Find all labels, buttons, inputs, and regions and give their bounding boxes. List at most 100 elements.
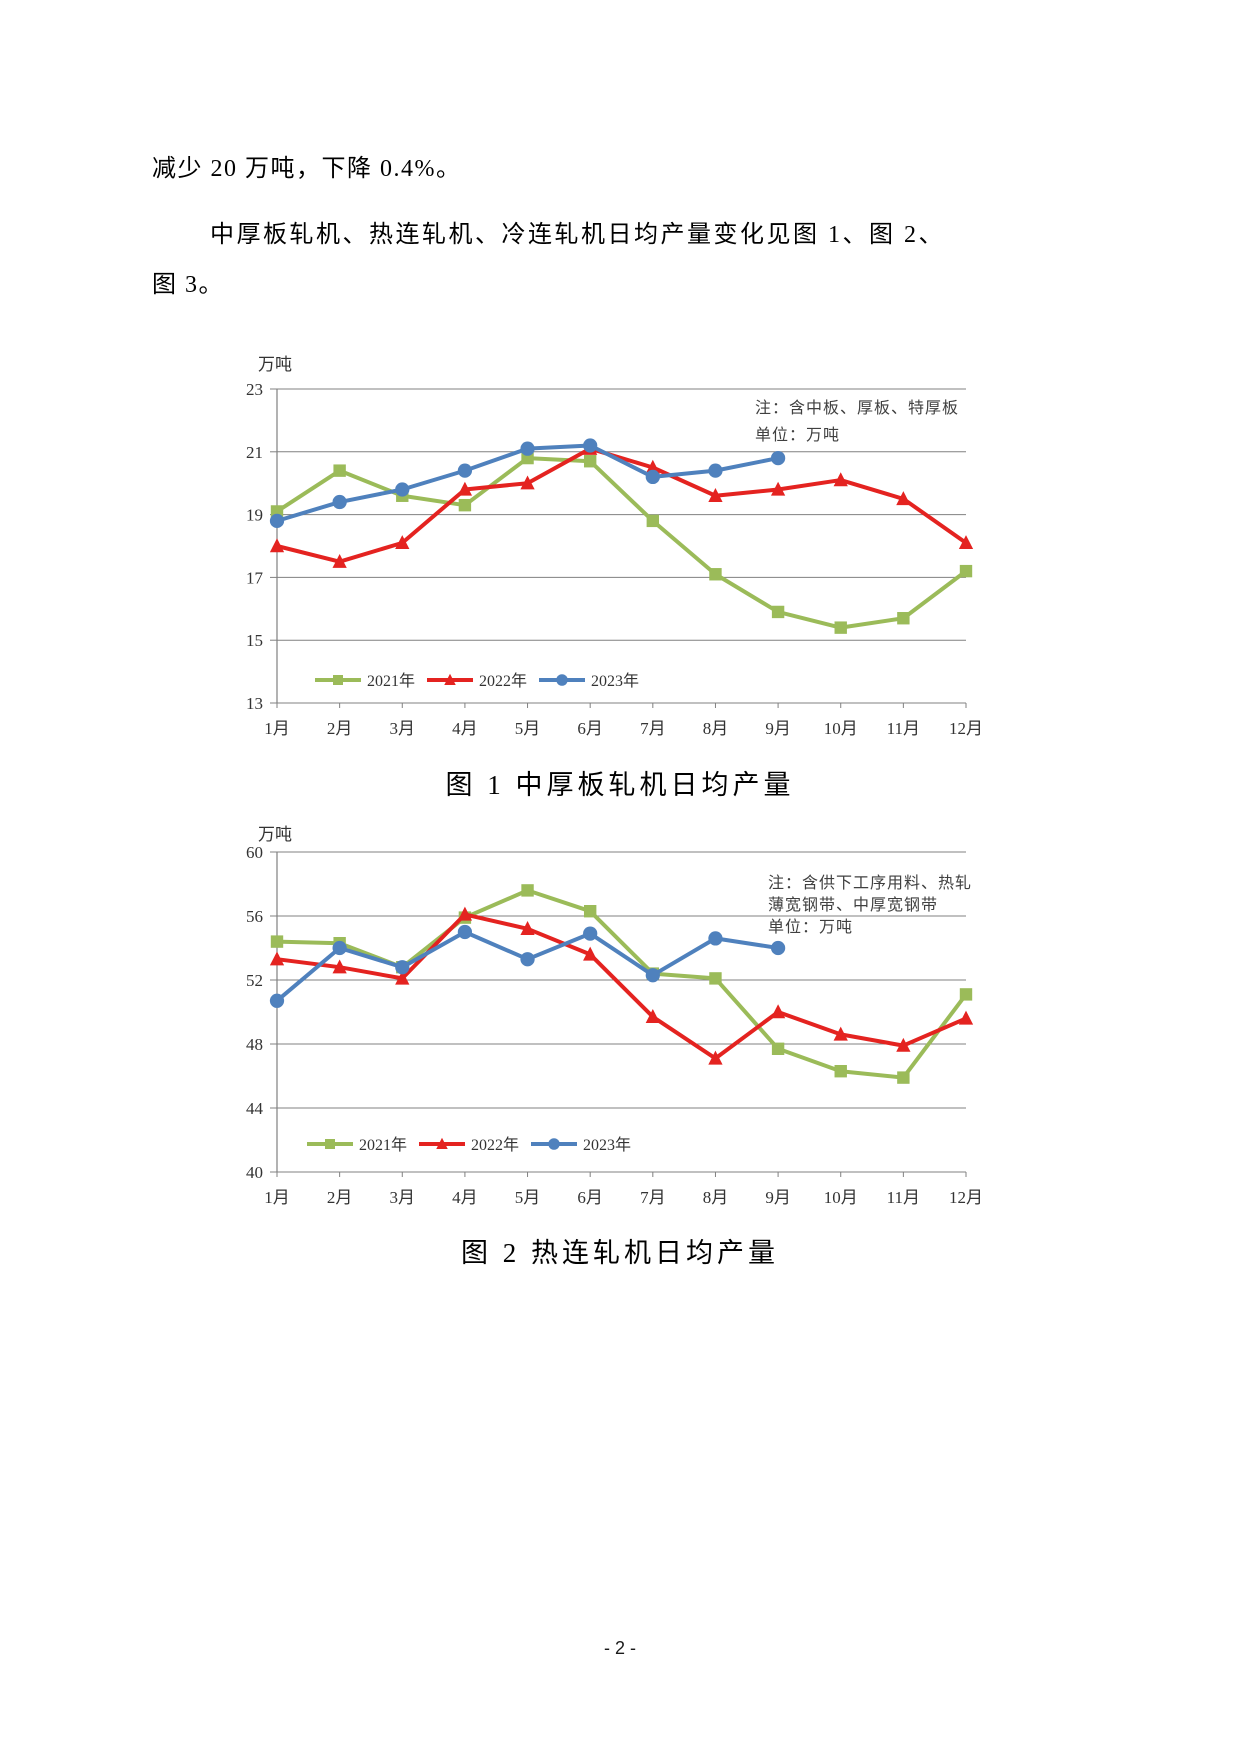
chart1-x-tick-label: 4月 xyxy=(452,719,478,738)
chart1-series-2021年-point xyxy=(583,455,597,468)
chart1-series-2021年-line xyxy=(275,456,968,630)
chart2-series-2021年-point xyxy=(709,972,722,985)
chart1-series-2021年-point xyxy=(771,605,785,619)
chart1-x-tick-label: 2月 xyxy=(327,719,353,738)
chart2-legend-marker xyxy=(548,1138,560,1150)
chart2-series-2021年-point xyxy=(270,935,284,948)
chart1-x-tick-label: 9月 xyxy=(765,719,791,738)
chart1-x-tick-label: 10月 xyxy=(824,719,858,738)
chart2-series-2021年-point xyxy=(897,1071,910,1084)
chart1-y-tick-label: 15 xyxy=(246,631,263,650)
chart2-series-2022年-point xyxy=(395,970,410,985)
chart1-series-2023年-point xyxy=(583,438,598,453)
chart1-x-tick-label: 3月 xyxy=(390,719,416,738)
chart2-series-2022年-point xyxy=(645,1009,660,1023)
chart1-legend-marker xyxy=(444,673,456,685)
chart2-series-2021年-point xyxy=(583,905,597,918)
chart2-legend-marker xyxy=(436,1137,448,1149)
chart1-series-2023年-point xyxy=(770,450,786,466)
page-number: - 2 - xyxy=(603,1638,636,1658)
chart2-legend-marker xyxy=(325,1139,335,1149)
chart1-legend-label: 2021年 xyxy=(367,672,415,690)
chart2-series-2022年-line xyxy=(275,912,968,1061)
chart1-series-2021年-point xyxy=(458,498,472,512)
body-text-line-3: 图 3。 xyxy=(152,272,224,298)
chart1-series-2022年-point xyxy=(833,472,848,487)
chart1-legend-marker xyxy=(333,675,343,685)
chart1-series-2022年-point xyxy=(269,538,285,553)
chart1-series-2023年-point xyxy=(395,482,410,497)
chart2-series-2021年-point xyxy=(834,1065,847,1078)
chart1-y-tick-label: 23 xyxy=(246,380,263,399)
chart2-series-2022年-point xyxy=(583,946,598,961)
chart1-note-line: 单位：万吨 xyxy=(755,426,840,444)
chart2-y-tick-label: 56 xyxy=(246,907,263,926)
chart1-series-2021年-point xyxy=(959,564,973,578)
chart2-series-2023年-point xyxy=(269,993,285,1008)
chart2-y-tick-label: 60 xyxy=(246,843,263,862)
chart2-y-tick-label: 44 xyxy=(246,1099,264,1118)
chart2-series-2023年-point xyxy=(395,960,410,975)
chart1-series-2022年-point xyxy=(645,459,660,474)
chart2-figure: 40 44 48 52 56 60 1月 2月 3月 4月 5月 6月 7月 8月 9月 10月 11月 12月 万… xyxy=(215,810,1025,1222)
chart2-x-tick-label: 7月 xyxy=(640,1188,666,1207)
chart2-series-2022年-point xyxy=(708,1050,723,1065)
chart2-x-tick-label: 2月 xyxy=(327,1188,353,1207)
chart1-x-tick-label: 5月 xyxy=(515,719,541,738)
chart2-x-tick-label: 9月 xyxy=(765,1188,791,1207)
chart1-series-2023年-point xyxy=(708,463,723,478)
chart1-series-2023年-point xyxy=(457,463,473,478)
chart2-x-tick-label: 5月 xyxy=(515,1188,541,1207)
chart1-series-2022年-point xyxy=(958,535,974,550)
chart2-series-2022年-point xyxy=(520,921,535,935)
chart2-series-2022年-point xyxy=(896,1037,911,1052)
chart1-series-2022年-point xyxy=(708,488,723,502)
chart1-legend-label: 2022年 xyxy=(479,672,527,690)
chart1-series-2023年-point xyxy=(269,513,285,529)
chart1-y-tick-label: 17 xyxy=(246,568,264,587)
chart1-x-tick-label: 12月 xyxy=(949,719,983,738)
chart1-series-2022年-line xyxy=(275,446,968,564)
chart2-series-2021年-point xyxy=(771,1042,785,1055)
chart2-x-tick-label: 4月 xyxy=(452,1188,478,1207)
chart2-series-2022年-point xyxy=(332,959,347,974)
chart1-series-2022年-point xyxy=(896,491,911,506)
chart2-x-tick-label: 3月 xyxy=(390,1188,416,1207)
chart2-series-2021年-point xyxy=(959,988,973,1001)
chart1-x-tick-label: 1月 xyxy=(264,719,290,738)
chart2-x-tick-label: 11月 xyxy=(887,1188,920,1207)
chart1-x-tick-label: 8月 xyxy=(703,719,729,738)
chart1-series-2022年-point xyxy=(457,481,473,496)
chart2-note-line: 注：含供下工序用料、热轧 xyxy=(768,874,972,892)
chart2-series-2023年-point xyxy=(770,940,786,956)
chart1-y-tick-label: 19 xyxy=(246,506,263,525)
chart1-series-2022年-point xyxy=(770,481,786,496)
chart1-series-2022年-point xyxy=(332,553,347,568)
chart2-x-tick-label: 8月 xyxy=(703,1188,729,1207)
chart2-series-2023年-point xyxy=(645,968,660,983)
chart1-y-tick-label: 13 xyxy=(246,694,263,713)
chart2-legend-label: 2022年 xyxy=(471,1136,519,1154)
chart2-series-2022年-point xyxy=(958,1010,974,1025)
chart2-series-2023年-point xyxy=(708,931,723,946)
chart1-x-tick-label: 6月 xyxy=(577,719,603,738)
chart1-series-2023年-point xyxy=(520,441,535,456)
chart1-legend-marker xyxy=(556,674,568,686)
chart2-x-tick-label: 10月 xyxy=(824,1188,858,1207)
chart2-series-2022年-point xyxy=(833,1026,848,1041)
chart2-series-2023年-point xyxy=(332,940,347,956)
chart1-series-2021年-point xyxy=(333,464,346,477)
chart2-x-tick-label: 6月 xyxy=(577,1188,603,1207)
chart1-series-2022年-point xyxy=(520,475,535,490)
chart2-series-2022年-point xyxy=(457,906,473,921)
body-text-line-1: 减少 20 万吨，下降 0.4%。 xyxy=(152,156,462,182)
chart1-note-line: 注：含中板、厚板、特厚板 xyxy=(755,399,959,417)
chart1-series-2023年-point xyxy=(332,494,347,510)
chart1-x-tick-label: 11月 xyxy=(887,719,920,738)
chart2-series-2022年-point xyxy=(269,951,285,966)
chart2-y-tick-label: 40 xyxy=(246,1163,263,1182)
chart1-series-2021年-point xyxy=(897,612,910,625)
chart1-series-2021年-point xyxy=(646,514,660,528)
chart1-unit-label: 万吨 xyxy=(258,355,292,374)
chart1-series-2021年-point xyxy=(834,621,847,634)
